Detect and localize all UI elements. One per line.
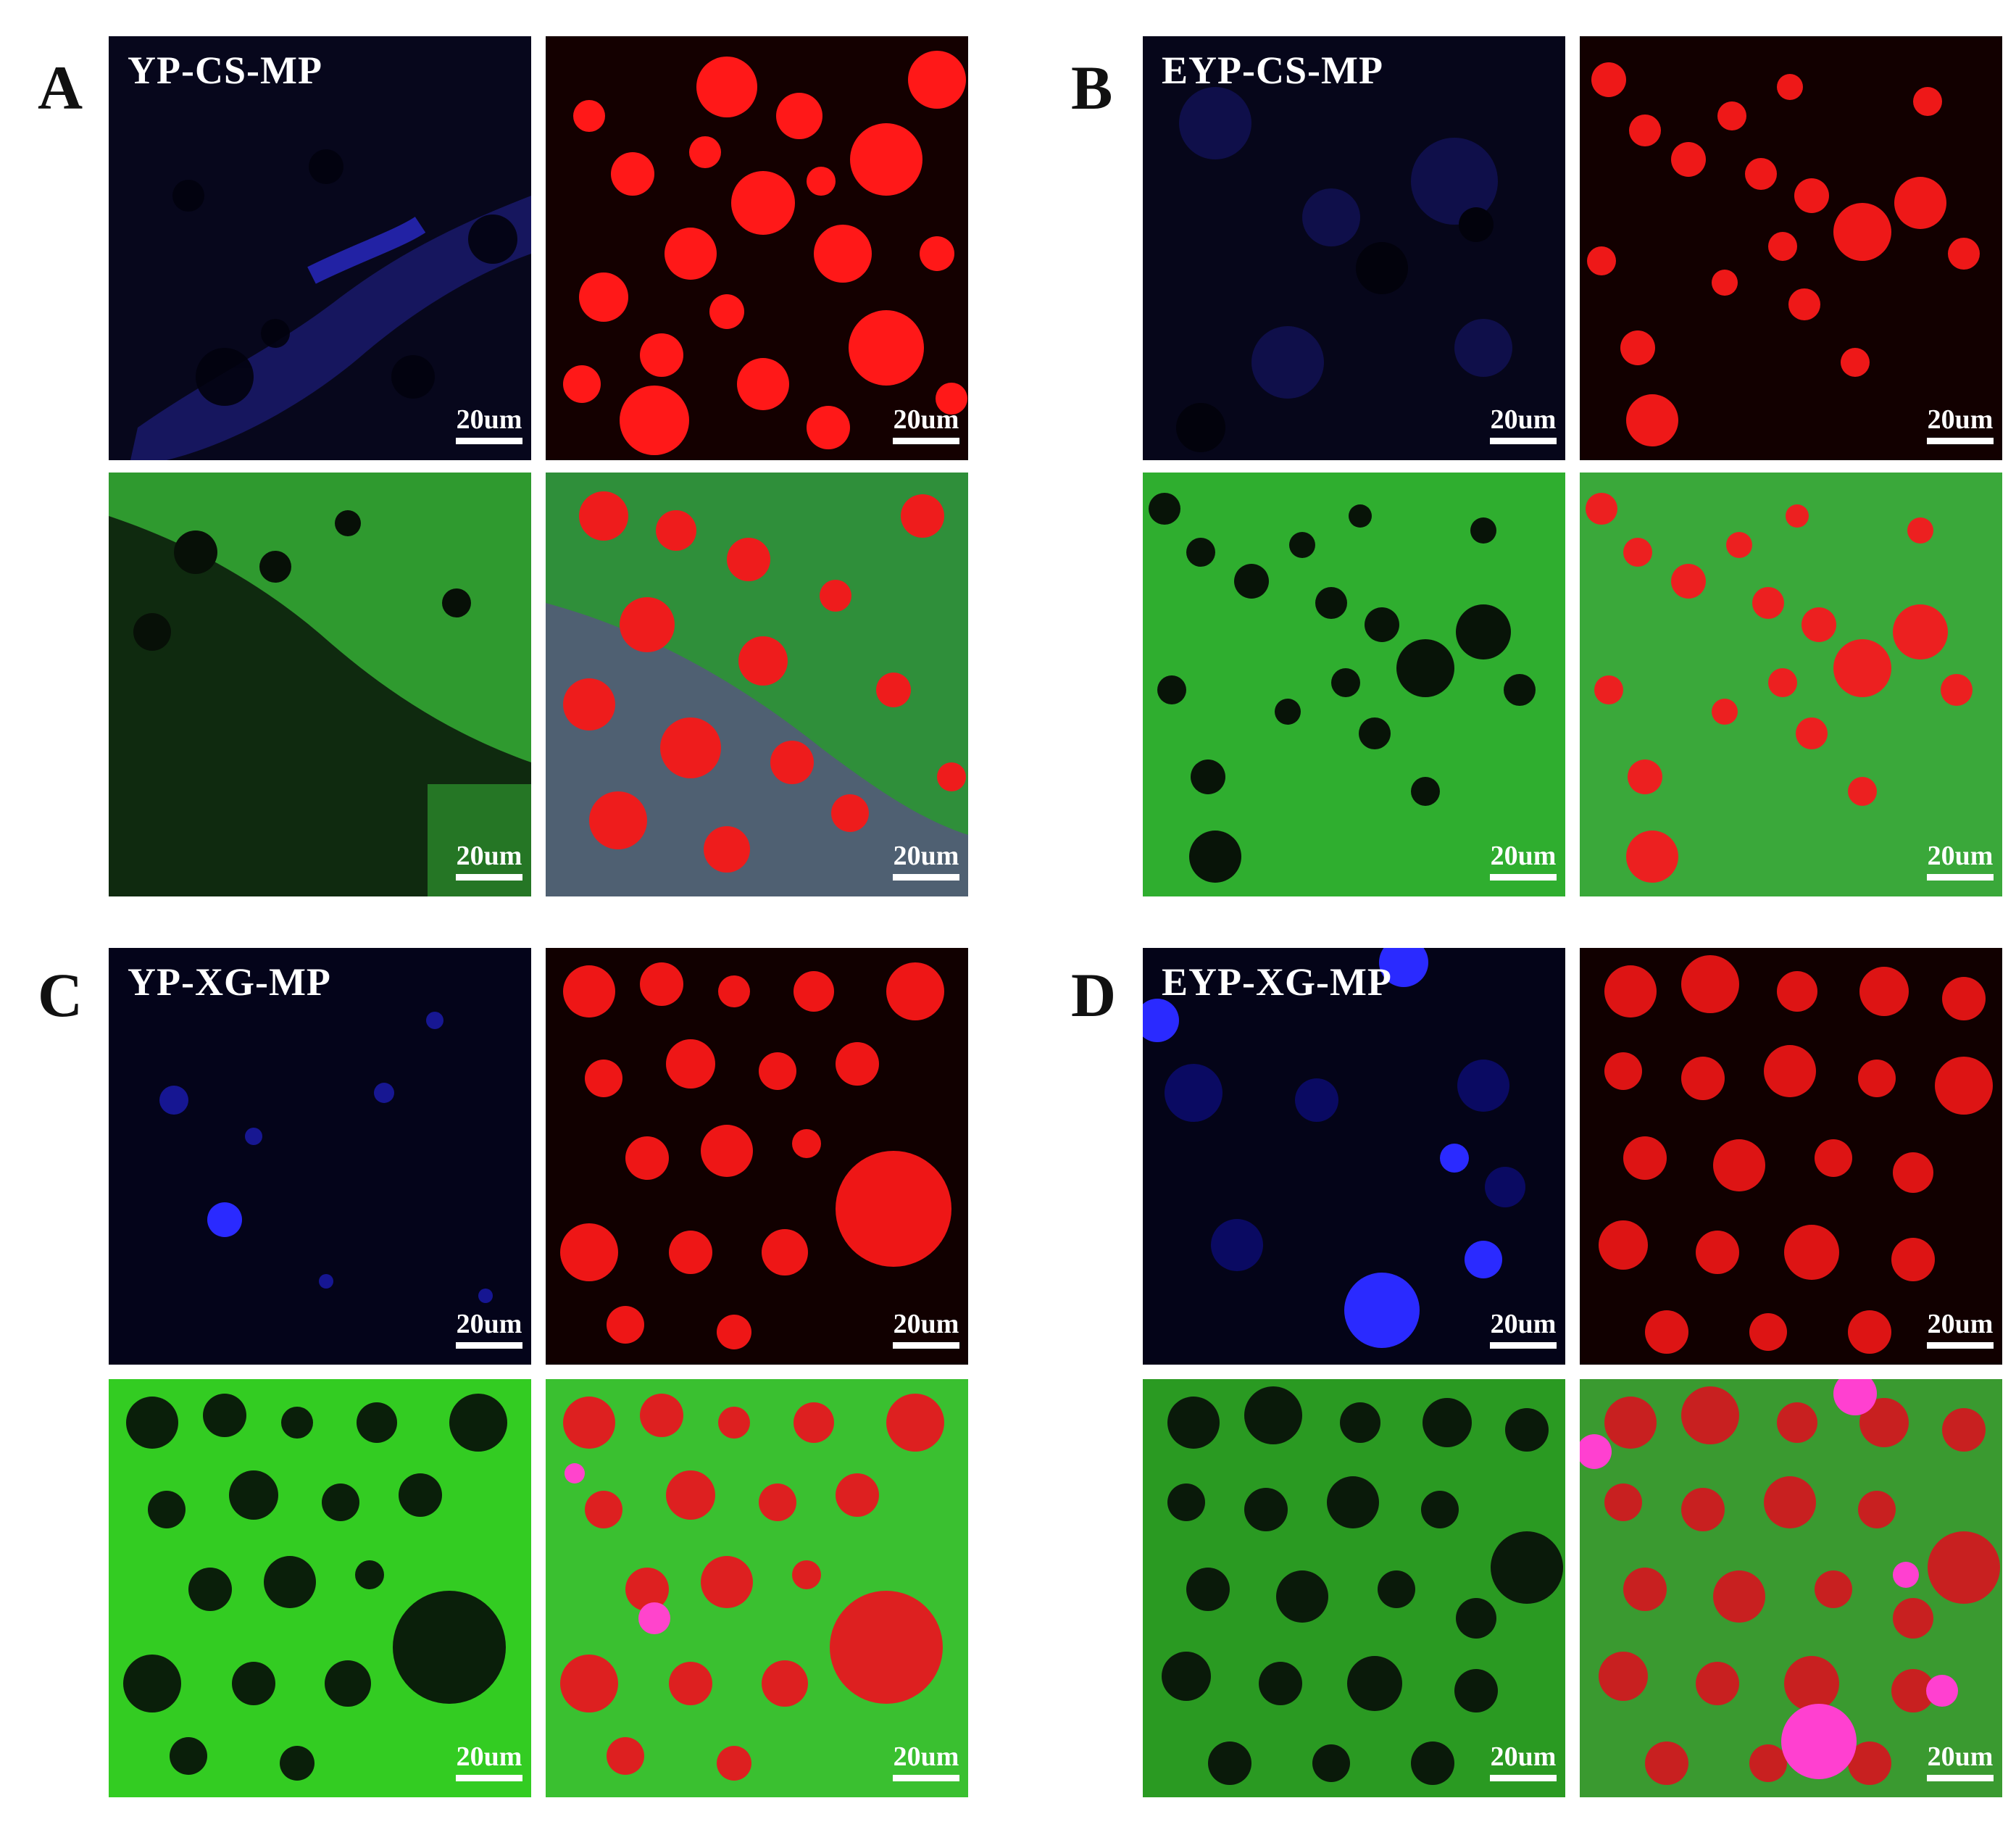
panel-a-red-scalebar: 20um [891,406,961,444]
panel-b-green-scalebar: 20um [1488,842,1558,881]
panel-a-red-image [546,36,968,460]
panel-c-red-channel: 20um [546,948,968,1365]
panel-d-green-channel: 20um [1143,1379,1565,1797]
scalebar-line [456,438,522,444]
scalebar-label: 20um [1927,841,1994,871]
scalebar-label: 20um [1490,841,1557,871]
panel-a-blue-scalebar: 20um [454,406,524,444]
panel-a-merge-scalebar: 20um [891,842,961,881]
panel-d-title: EYP-XG-MP [1162,960,1392,1004]
scalebar-line [1927,1775,1994,1781]
scalebar-line [1490,438,1557,444]
scalebar-label: 20um [456,841,522,871]
scalebar-line [1927,438,1994,444]
panel-a-blue-image [109,36,531,460]
panel-c-green-scalebar: 20um [454,1743,524,1781]
panel-d-merge-image [1580,1379,2002,1797]
panel-d-merge-scalebar: 20um [1925,1743,1995,1781]
scalebar-label: 20um [456,404,522,435]
panel-a-title: YP-CS-MP [128,49,322,92]
scalebar-line [456,1342,522,1349]
scalebar-line [893,1775,959,1781]
scalebar-line [1927,874,1994,881]
scalebar-line [1490,874,1557,881]
scalebar-line [1927,1342,1994,1349]
scalebar-label: 20um [893,404,959,435]
panel-letter-b: B [1071,53,1113,122]
panel-c-blue-channel: YP-XG-MP 20um [109,948,531,1365]
panel-letter-d: D [1071,960,1117,1030]
scalebar-label: 20um [1490,404,1557,435]
scalebar-label: 20um [893,1309,959,1339]
panel-a-red-channel: 20um [546,36,968,460]
panel-b-green-channel: 20um [1143,473,1565,896]
scalebar-label: 20um [1927,1309,1994,1339]
scalebar-label: 20um [1490,1741,1557,1772]
scalebar-line [1490,1775,1557,1781]
panel-c-red-image [546,948,968,1365]
panel-c-merge-scalebar: 20um [891,1743,961,1781]
panel-letter-a: A [38,53,83,122]
panel-c-red-scalebar: 20um [891,1310,961,1349]
scalebar-line [893,438,959,444]
panel-c-blue-scalebar: 20um [454,1310,524,1349]
panel-b-title: EYP-CS-MP [1162,49,1383,92]
panel-d-blue-scalebar: 20um [1488,1310,1558,1349]
scalebar-label: 20um [456,1309,522,1339]
panel-b-blue-scalebar: 20um [1488,406,1558,444]
panel-b-merge-scalebar: 20um [1925,842,1995,881]
panel-d-green-image [1143,1379,1565,1797]
panel-b-blue-image [1143,36,1565,460]
panel-b-blue-channel: EYP-CS-MP 20um [1143,36,1565,460]
panel-d-merge: 20um [1580,1379,2002,1797]
panel-c-green-image [109,1379,531,1797]
panel-a-merge: 20um [546,473,968,896]
panel-a-green-scalebar: 20um [454,842,524,881]
panel-a-green-image [109,473,531,896]
scalebar-line [893,1342,959,1349]
panel-d-red-channel: 20um [1580,948,2002,1365]
scalebar-line [1490,1342,1557,1349]
panel-a-blue-channel: YP-CS-MP 20um [109,36,531,460]
scalebar-label: 20um [1927,404,1994,435]
panel-c-green-channel: 20um [109,1379,531,1797]
panel-b-merge: 20um [1580,473,2002,896]
panel-letter-c: C [38,960,83,1030]
panel-d-red-scalebar: 20um [1925,1310,1995,1349]
scalebar-line [893,874,959,881]
panel-b-red-channel: 20um [1580,36,2002,460]
scalebar-label: 20um [1927,1741,1994,1772]
scalebar-label: 20um [893,1741,959,1772]
panel-d-blue-image [1143,948,1565,1365]
panel-b-red-image [1580,36,2002,460]
scalebar-line [456,1775,522,1781]
panel-c-merge-image [546,1379,968,1797]
panel-c-title: YP-XG-MP [128,960,331,1004]
panel-d-red-image [1580,948,2002,1365]
scalebar-label: 20um [893,841,959,871]
panel-b-green-image [1143,473,1565,896]
panel-a-green-channel: 20um [109,473,531,896]
scalebar-label: 20um [1490,1309,1557,1339]
scalebar-line [456,874,522,881]
panel-b-red-scalebar: 20um [1925,406,1995,444]
panel-b-merge-image [1580,473,2002,896]
panel-d-blue-channel: EYP-XG-MP 20um [1143,948,1565,1365]
panel-c-blue-image [109,948,531,1365]
panel-a-merge-image [546,473,968,896]
scalebar-label: 20um [456,1741,522,1772]
panel-c-merge: 20um [546,1379,968,1797]
panel-d-green-scalebar: 20um [1488,1743,1558,1781]
